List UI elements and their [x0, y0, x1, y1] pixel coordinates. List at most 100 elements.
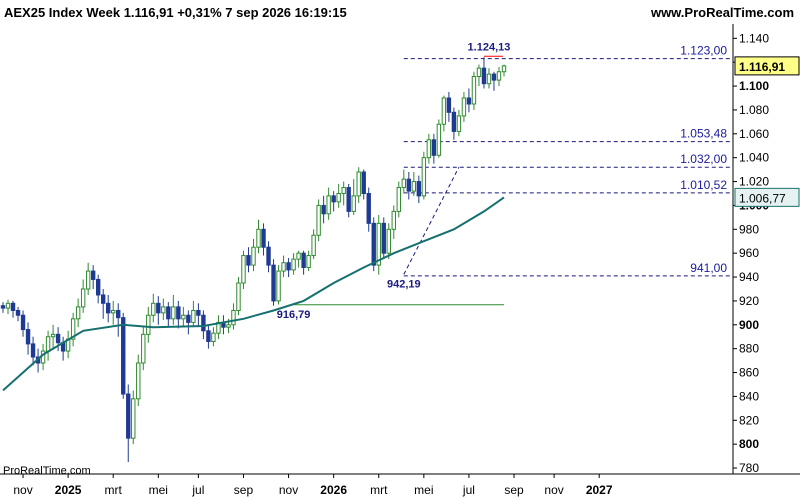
candle [486, 68, 492, 89]
y-tick-label: 900 [739, 318, 759, 332]
candle [396, 181, 401, 218]
x-tick-label: nov [13, 483, 32, 497]
y-tick-label: 1.040 [739, 151, 769, 165]
candle [186, 310, 191, 335]
y-tick-label: 940 [739, 270, 759, 284]
candle-body [491, 73, 497, 81]
candle [451, 107, 457, 140]
candle [70, 312, 76, 347]
candle [75, 298, 81, 328]
point-annotation: 942,19 [387, 278, 421, 290]
candle [55, 327, 61, 352]
candle-body [406, 178, 412, 192]
candle [211, 327, 216, 347]
candle-body [471, 76, 477, 105]
site-link[interactable]: www.ProRealTime.com [650, 5, 794, 20]
candle-body [426, 139, 432, 159]
candle-body [116, 309, 121, 319]
candle [166, 302, 171, 328]
candle [15, 306, 21, 322]
candle-body [136, 362, 141, 400]
candle-body [486, 73, 492, 85]
candle-body [0, 305, 6, 309]
candle [176, 300, 181, 329]
candle-body [226, 324, 231, 328]
candle [201, 310, 206, 340]
candle [401, 169, 407, 194]
y-axis: 7808008208408608809009209409609801.0001.… [732, 24, 800, 475]
level-label: 1.010,52 [680, 178, 727, 192]
y-tick-label: 840 [739, 389, 759, 403]
candle-body [371, 222, 376, 266]
candle-body [411, 181, 417, 192]
candle [381, 217, 386, 260]
candle-body [291, 258, 296, 271]
candle [0, 302, 6, 313]
candle-body [176, 306, 181, 320]
candle [386, 223, 391, 260]
candle-body [15, 309, 21, 316]
x-tick-label: mei [149, 483, 168, 497]
candle-body [481, 67, 487, 85]
candle [271, 259, 276, 306]
candle [426, 133, 432, 164]
candle [131, 390, 136, 445]
candle-body [276, 270, 281, 302]
price-tag [734, 56, 800, 76]
candle-body [266, 246, 271, 266]
candle-body [356, 171, 361, 197]
candle [90, 265, 96, 289]
candle [50, 324, 56, 349]
candle [421, 151, 427, 200]
candle [231, 303, 236, 330]
candle-body [436, 123, 442, 156]
candle [416, 175, 422, 204]
candle [336, 183, 341, 208]
candle-body [231, 309, 236, 326]
y-tick-label: 780 [739, 461, 759, 475]
x-tick-label: nov [544, 483, 563, 497]
candle [191, 300, 196, 328]
candle [491, 71, 497, 91]
candle [471, 71, 477, 110]
candle [101, 288, 106, 319]
candle [256, 219, 261, 254]
candle [25, 322, 31, 355]
candle-body [446, 97, 452, 113]
candle-body [186, 314, 191, 323]
candle [266, 241, 271, 273]
candle-body [45, 336, 51, 352]
candle-body [381, 222, 386, 254]
candle-body [95, 278, 101, 296]
candle [316, 199, 321, 242]
candle-body [246, 255, 251, 266]
y-tick-label: 880 [739, 342, 759, 356]
candle-body [106, 302, 111, 314]
candle [351, 179, 356, 215]
x-tick-label: sep [504, 483, 524, 497]
candle-body [461, 97, 467, 117]
candle [136, 354, 141, 406]
y-tick-label: 1.060 [739, 127, 769, 141]
candle [181, 306, 186, 328]
candle-body [236, 282, 241, 311]
x-tick-label: 2025 [55, 483, 82, 497]
candle [331, 191, 336, 212]
y-tick-label: 980 [739, 222, 759, 236]
candle-body [146, 314, 151, 335]
candle [296, 250, 301, 268]
x-tick-label: nov [279, 483, 298, 497]
x-tick-label: mei [414, 483, 433, 497]
candle [286, 257, 291, 278]
candle [361, 169, 366, 200]
y-tick-label: 920 [739, 294, 759, 308]
candle [301, 250, 306, 275]
candle-body [311, 234, 316, 257]
candle [241, 250, 246, 289]
candle [206, 324, 211, 349]
candle-body [111, 309, 116, 314]
candle [441, 95, 447, 132]
candle [456, 109, 462, 137]
candle-body [286, 262, 291, 271]
